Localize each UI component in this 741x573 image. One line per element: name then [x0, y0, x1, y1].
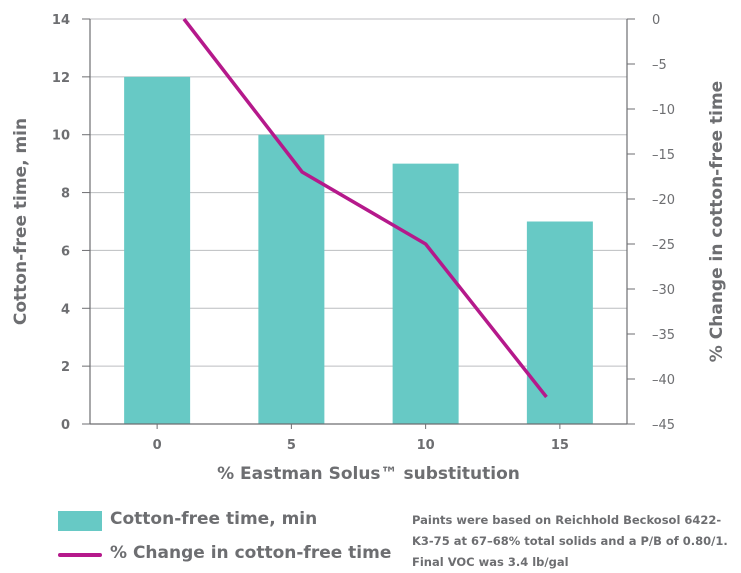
- y2-tick-label: –25: [652, 238, 675, 253]
- y-tick-label: 8: [61, 187, 70, 202]
- bar: [392, 163, 459, 424]
- bar: [124, 76, 191, 424]
- y2-tick-label: –15: [652, 148, 675, 163]
- y-tick-label: 6: [61, 244, 70, 259]
- x-axis-label: % Eastman Solus™ substitution: [217, 464, 520, 484]
- legend-label-line: % Change in cotton-free time: [110, 543, 392, 563]
- y-tick-label: 14: [52, 13, 70, 28]
- y2-tick-label: –35: [652, 328, 675, 343]
- y2-tick-label: 0: [652, 13, 660, 28]
- legend-swatch-line: [58, 553, 102, 557]
- y-tick-label: 10: [52, 129, 70, 144]
- bar: [258, 134, 325, 424]
- x-tick-label: 5: [287, 438, 296, 453]
- footnote: Paints were based on Reichhold Beckosol …: [412, 513, 728, 569]
- y-tick-label: 12: [52, 71, 70, 86]
- x-tick-label: 15: [551, 438, 569, 453]
- line-series: [182, 17, 548, 399]
- legend-label-bar: Cotton-free time, min: [110, 509, 318, 529]
- legend-swatch-bar: [58, 511, 102, 531]
- x-tick-label: 10: [417, 438, 435, 453]
- chart: 0 2 4 6 8 10 12 14 0 –5 –10 –15 –20 –25 –30 –35 –40 –45 0 5…: [11, 13, 727, 484]
- y2-tick-label: –45: [652, 418, 675, 433]
- y2-tick-label: –40: [652, 373, 675, 388]
- y-axis-label: Cotton-free time, min: [11, 118, 31, 325]
- x-tick-label: 0: [153, 438, 162, 453]
- y-tick-label: 4: [61, 302, 70, 317]
- y2-axis-label: % Change in cotton-free time: [707, 81, 727, 362]
- y-tick-label: 2: [61, 360, 70, 375]
- y2-tick-label: –10: [652, 103, 675, 118]
- y2-tick-label: –5: [652, 58, 667, 73]
- bar: [526, 221, 593, 424]
- y-tick-label: 0: [61, 418, 70, 433]
- y2-tick-label: –20: [652, 193, 675, 208]
- y2-tick-label: –30: [652, 283, 675, 298]
